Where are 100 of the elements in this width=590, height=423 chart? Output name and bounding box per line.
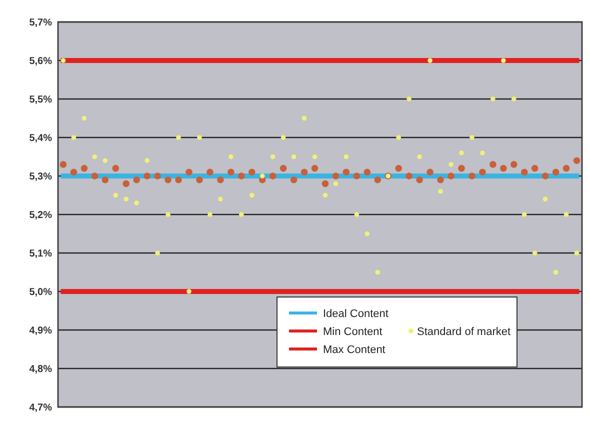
point bbox=[280, 135, 286, 140]
point bbox=[437, 176, 444, 184]
legend-label: Ideal Content bbox=[323, 308, 388, 320]
point bbox=[196, 176, 203, 184]
point bbox=[312, 154, 318, 160]
point bbox=[458, 164, 465, 172]
point bbox=[280, 164, 287, 172]
point bbox=[311, 164, 318, 172]
point bbox=[490, 96, 496, 102]
point bbox=[522, 212, 527, 217]
y-tick-label: 5,7% bbox=[29, 18, 52, 28]
point bbox=[428, 58, 432, 63]
point bbox=[60, 161, 67, 168]
point bbox=[416, 176, 423, 184]
y-tick-label: 5,5% bbox=[29, 94, 52, 106]
point bbox=[459, 150, 464, 156]
point bbox=[238, 172, 245, 180]
point bbox=[374, 176, 382, 184]
legend-label: Min Content bbox=[323, 326, 382, 338]
point bbox=[302, 116, 307, 121]
point bbox=[333, 181, 338, 186]
point bbox=[470, 135, 474, 140]
point bbox=[438, 189, 443, 194]
point bbox=[186, 168, 192, 176]
point bbox=[448, 172, 454, 180]
point bbox=[102, 158, 108, 163]
y-tick-label: 5,6% bbox=[29, 56, 52, 67]
legend-label: Standard of market bbox=[417, 326, 511, 338]
point bbox=[134, 200, 139, 206]
point bbox=[176, 135, 181, 140]
point bbox=[92, 154, 98, 160]
point bbox=[71, 135, 76, 140]
y-tick-label: 4,9% bbox=[29, 326, 52, 336]
point bbox=[154, 172, 161, 180]
point bbox=[364, 231, 370, 236]
point bbox=[70, 168, 78, 176]
point bbox=[260, 174, 265, 178]
point bbox=[102, 176, 109, 184]
point bbox=[553, 270, 558, 275]
point bbox=[500, 164, 507, 172]
y-tick-label: 4,7% bbox=[29, 402, 52, 414]
point bbox=[164, 176, 172, 184]
point bbox=[208, 212, 212, 217]
point bbox=[448, 162, 454, 167]
y-tick-label: 4,8% bbox=[29, 364, 52, 375]
point bbox=[82, 116, 87, 121]
point bbox=[239, 212, 244, 217]
point bbox=[166, 212, 170, 217]
point bbox=[175, 176, 182, 184]
point bbox=[396, 135, 401, 140]
point bbox=[573, 157, 580, 164]
point bbox=[532, 250, 538, 256]
point bbox=[510, 161, 518, 168]
point bbox=[112, 164, 120, 172]
point bbox=[291, 154, 296, 160]
point bbox=[520, 168, 528, 176]
point bbox=[228, 168, 234, 176]
point bbox=[155, 250, 160, 256]
point bbox=[248, 168, 256, 176]
point bbox=[531, 164, 538, 172]
point bbox=[574, 250, 580, 256]
point bbox=[332, 172, 340, 180]
point bbox=[468, 172, 476, 180]
point bbox=[322, 192, 328, 198]
y-tick-label: 5,4% bbox=[29, 133, 52, 144]
point bbox=[552, 168, 560, 176]
point bbox=[186, 289, 192, 294]
point bbox=[364, 168, 371, 176]
point bbox=[406, 96, 412, 102]
point bbox=[511, 96, 516, 102]
point bbox=[406, 172, 412, 180]
point bbox=[113, 192, 118, 198]
point bbox=[322, 180, 329, 188]
point bbox=[122, 180, 130, 188]
point bbox=[124, 196, 129, 202]
point bbox=[144, 172, 150, 180]
point bbox=[562, 164, 570, 172]
point bbox=[479, 168, 486, 176]
y-tick-label: 5,3% bbox=[29, 172, 52, 182]
point bbox=[249, 192, 254, 198]
point bbox=[300, 168, 308, 176]
point bbox=[490, 161, 496, 168]
y-tick-label: 5,2% bbox=[29, 210, 52, 221]
point bbox=[354, 212, 360, 217]
point bbox=[426, 168, 434, 176]
point bbox=[218, 196, 223, 202]
point bbox=[60, 58, 66, 63]
point bbox=[542, 172, 549, 180]
point bbox=[197, 135, 202, 140]
point bbox=[133, 176, 140, 184]
point bbox=[564, 212, 569, 217]
point bbox=[206, 168, 214, 176]
legend-label: Max Content bbox=[323, 344, 386, 356]
point bbox=[269, 172, 276, 180]
point bbox=[228, 154, 234, 160]
y-tick-label: 5,1% bbox=[29, 248, 52, 260]
point bbox=[80, 164, 88, 172]
point bbox=[501, 58, 506, 63]
point bbox=[344, 154, 349, 160]
point bbox=[417, 154, 422, 160]
